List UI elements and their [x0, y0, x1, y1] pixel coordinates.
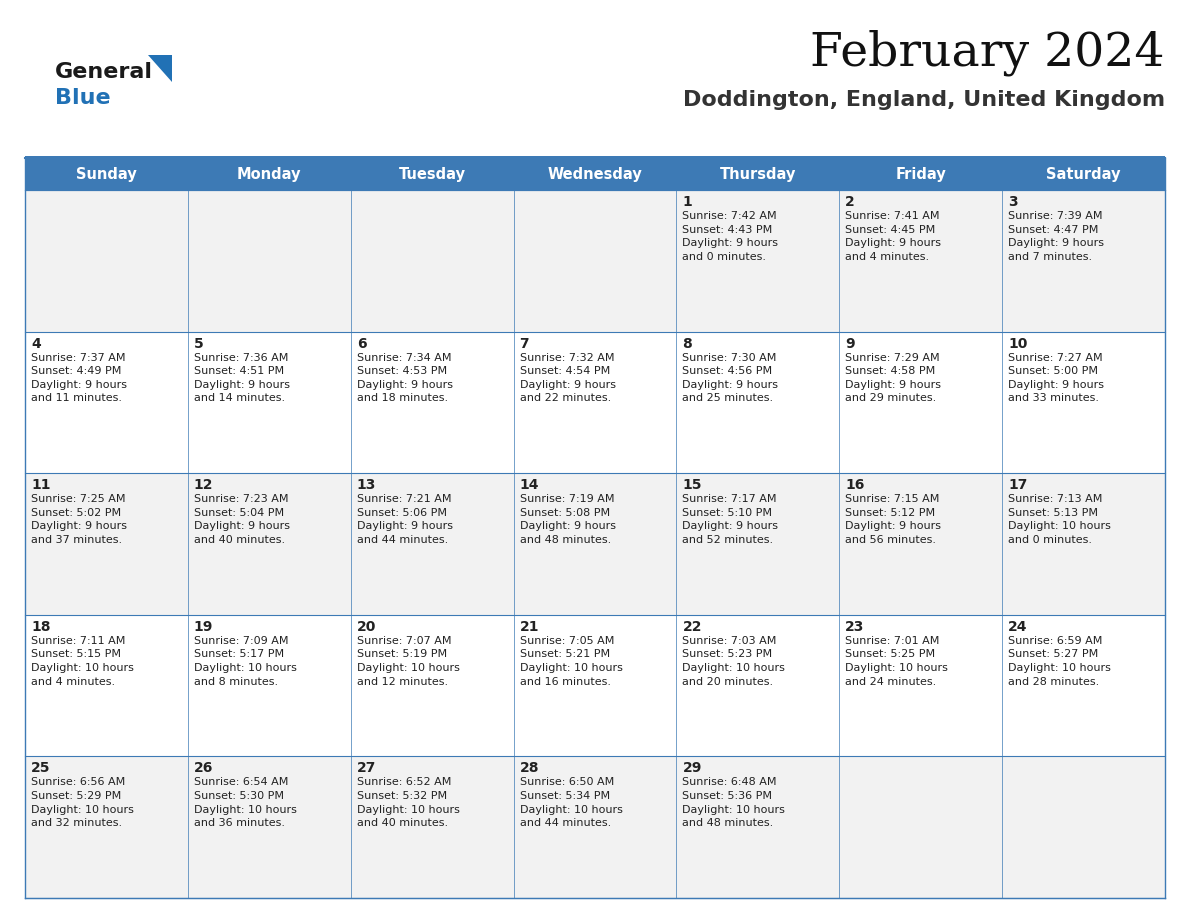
- Text: Sunrise: 6:59 AM
Sunset: 5:27 PM
Daylight: 10 hours
and 28 minutes.: Sunrise: 6:59 AM Sunset: 5:27 PM Dayligh…: [1009, 636, 1111, 687]
- Text: Sunrise: 6:56 AM
Sunset: 5:29 PM
Daylight: 10 hours
and 32 minutes.: Sunrise: 6:56 AM Sunset: 5:29 PM Dayligh…: [31, 778, 134, 828]
- Text: Wednesday: Wednesday: [548, 166, 643, 182]
- Text: 15: 15: [682, 478, 702, 492]
- Text: 25: 25: [31, 761, 51, 776]
- Text: Sunday: Sunday: [76, 166, 137, 182]
- Text: 5: 5: [194, 337, 203, 351]
- Text: Friday: Friday: [896, 166, 946, 182]
- Text: Sunrise: 7:01 AM
Sunset: 5:25 PM
Daylight: 10 hours
and 24 minutes.: Sunrise: 7:01 AM Sunset: 5:25 PM Dayligh…: [846, 636, 948, 687]
- Text: Sunrise: 7:30 AM
Sunset: 4:56 PM
Daylight: 9 hours
and 25 minutes.: Sunrise: 7:30 AM Sunset: 4:56 PM Dayligh…: [682, 353, 778, 403]
- Text: 28: 28: [519, 761, 539, 776]
- Text: 11: 11: [31, 478, 51, 492]
- Text: 6: 6: [356, 337, 366, 351]
- Text: Sunrise: 7:36 AM
Sunset: 4:51 PM
Daylight: 9 hours
and 14 minutes.: Sunrise: 7:36 AM Sunset: 4:51 PM Dayligh…: [194, 353, 290, 403]
- Text: 17: 17: [1009, 478, 1028, 492]
- Text: Sunrise: 7:25 AM
Sunset: 5:02 PM
Daylight: 9 hours
and 37 minutes.: Sunrise: 7:25 AM Sunset: 5:02 PM Dayligh…: [31, 494, 127, 545]
- Text: Doddington, England, United Kingdom: Doddington, England, United Kingdom: [683, 90, 1165, 110]
- Text: Sunrise: 6:54 AM
Sunset: 5:30 PM
Daylight: 10 hours
and 36 minutes.: Sunrise: 6:54 AM Sunset: 5:30 PM Dayligh…: [194, 778, 297, 828]
- Text: 24: 24: [1009, 620, 1028, 633]
- Text: Tuesday: Tuesday: [399, 166, 466, 182]
- Text: 13: 13: [356, 478, 377, 492]
- Text: Sunrise: 7:32 AM
Sunset: 4:54 PM
Daylight: 9 hours
and 22 minutes.: Sunrise: 7:32 AM Sunset: 4:54 PM Dayligh…: [519, 353, 615, 403]
- Text: Sunrise: 6:48 AM
Sunset: 5:36 PM
Daylight: 10 hours
and 48 minutes.: Sunrise: 6:48 AM Sunset: 5:36 PM Dayligh…: [682, 778, 785, 828]
- Bar: [25, 190, 1165, 331]
- Bar: [25, 331, 1165, 473]
- Text: Sunrise: 7:09 AM
Sunset: 5:17 PM
Daylight: 10 hours
and 8 minutes.: Sunrise: 7:09 AM Sunset: 5:17 PM Dayligh…: [194, 636, 297, 687]
- Text: Sunrise: 7:03 AM
Sunset: 5:23 PM
Daylight: 10 hours
and 20 minutes.: Sunrise: 7:03 AM Sunset: 5:23 PM Dayligh…: [682, 636, 785, 687]
- Text: Sunrise: 7:17 AM
Sunset: 5:10 PM
Daylight: 9 hours
and 52 minutes.: Sunrise: 7:17 AM Sunset: 5:10 PM Dayligh…: [682, 494, 778, 545]
- Text: Sunrise: 7:34 AM
Sunset: 4:53 PM
Daylight: 9 hours
and 18 minutes.: Sunrise: 7:34 AM Sunset: 4:53 PM Dayligh…: [356, 353, 453, 403]
- Text: 27: 27: [356, 761, 377, 776]
- Text: Sunrise: 6:52 AM
Sunset: 5:32 PM
Daylight: 10 hours
and 40 minutes.: Sunrise: 6:52 AM Sunset: 5:32 PM Dayligh…: [356, 778, 460, 828]
- Text: Sunrise: 7:42 AM
Sunset: 4:43 PM
Daylight: 9 hours
and 0 minutes.: Sunrise: 7:42 AM Sunset: 4:43 PM Dayligh…: [682, 211, 778, 262]
- Text: Sunrise: 7:23 AM
Sunset: 5:04 PM
Daylight: 9 hours
and 40 minutes.: Sunrise: 7:23 AM Sunset: 5:04 PM Dayligh…: [194, 494, 290, 545]
- Text: 10: 10: [1009, 337, 1028, 351]
- Text: 22: 22: [682, 620, 702, 633]
- Text: 18: 18: [31, 620, 51, 633]
- Text: General: General: [55, 62, 153, 82]
- Text: 4: 4: [31, 337, 40, 351]
- Polygon shape: [148, 55, 172, 82]
- Bar: [25, 156, 1165, 158]
- Text: Sunrise: 7:11 AM
Sunset: 5:15 PM
Daylight: 10 hours
and 4 minutes.: Sunrise: 7:11 AM Sunset: 5:15 PM Dayligh…: [31, 636, 134, 687]
- Text: 7: 7: [519, 337, 529, 351]
- Text: Sunrise: 7:05 AM
Sunset: 5:21 PM
Daylight: 10 hours
and 16 minutes.: Sunrise: 7:05 AM Sunset: 5:21 PM Dayligh…: [519, 636, 623, 687]
- Text: 14: 14: [519, 478, 539, 492]
- Text: Sunrise: 7:27 AM
Sunset: 5:00 PM
Daylight: 9 hours
and 33 minutes.: Sunrise: 7:27 AM Sunset: 5:00 PM Dayligh…: [1009, 353, 1104, 403]
- Text: 8: 8: [682, 337, 693, 351]
- Text: 16: 16: [846, 478, 865, 492]
- Text: 1: 1: [682, 195, 693, 209]
- Text: Sunrise: 7:39 AM
Sunset: 4:47 PM
Daylight: 9 hours
and 7 minutes.: Sunrise: 7:39 AM Sunset: 4:47 PM Dayligh…: [1009, 211, 1104, 262]
- Text: Sunrise: 7:19 AM
Sunset: 5:08 PM
Daylight: 9 hours
and 48 minutes.: Sunrise: 7:19 AM Sunset: 5:08 PM Dayligh…: [519, 494, 615, 545]
- Text: 2: 2: [846, 195, 855, 209]
- Text: 3: 3: [1009, 195, 1018, 209]
- Text: 19: 19: [194, 620, 213, 633]
- Text: Thursday: Thursday: [720, 166, 796, 182]
- Text: Sunrise: 7:29 AM
Sunset: 4:58 PM
Daylight: 9 hours
and 29 minutes.: Sunrise: 7:29 AM Sunset: 4:58 PM Dayligh…: [846, 353, 941, 403]
- Text: Sunrise: 7:21 AM
Sunset: 5:06 PM
Daylight: 9 hours
and 44 minutes.: Sunrise: 7:21 AM Sunset: 5:06 PM Dayligh…: [356, 494, 453, 545]
- Text: Sunrise: 6:50 AM
Sunset: 5:34 PM
Daylight: 10 hours
and 44 minutes.: Sunrise: 6:50 AM Sunset: 5:34 PM Dayligh…: [519, 778, 623, 828]
- Text: 26: 26: [194, 761, 213, 776]
- Bar: [25, 473, 1165, 615]
- Text: 23: 23: [846, 620, 865, 633]
- Text: 20: 20: [356, 620, 377, 633]
- Bar: [25, 756, 1165, 898]
- Text: Monday: Monday: [238, 166, 302, 182]
- Text: Sunrise: 7:37 AM
Sunset: 4:49 PM
Daylight: 9 hours
and 11 minutes.: Sunrise: 7:37 AM Sunset: 4:49 PM Dayligh…: [31, 353, 127, 403]
- Text: 9: 9: [846, 337, 855, 351]
- Text: Sunrise: 7:15 AM
Sunset: 5:12 PM
Daylight: 9 hours
and 56 minutes.: Sunrise: 7:15 AM Sunset: 5:12 PM Dayligh…: [846, 494, 941, 545]
- Text: Sunrise: 7:13 AM
Sunset: 5:13 PM
Daylight: 10 hours
and 0 minutes.: Sunrise: 7:13 AM Sunset: 5:13 PM Dayligh…: [1009, 494, 1111, 545]
- Text: Sunrise: 7:41 AM
Sunset: 4:45 PM
Daylight: 9 hours
and 4 minutes.: Sunrise: 7:41 AM Sunset: 4:45 PM Dayligh…: [846, 211, 941, 262]
- Text: 12: 12: [194, 478, 214, 492]
- Text: 29: 29: [682, 761, 702, 776]
- Text: February 2024: February 2024: [810, 30, 1165, 76]
- Text: Sunrise: 7:07 AM
Sunset: 5:19 PM
Daylight: 10 hours
and 12 minutes.: Sunrise: 7:07 AM Sunset: 5:19 PM Dayligh…: [356, 636, 460, 687]
- Bar: [25, 158, 1165, 190]
- Text: Saturday: Saturday: [1047, 166, 1120, 182]
- Text: 21: 21: [519, 620, 539, 633]
- Text: Blue: Blue: [55, 88, 110, 108]
- Bar: [25, 615, 1165, 756]
